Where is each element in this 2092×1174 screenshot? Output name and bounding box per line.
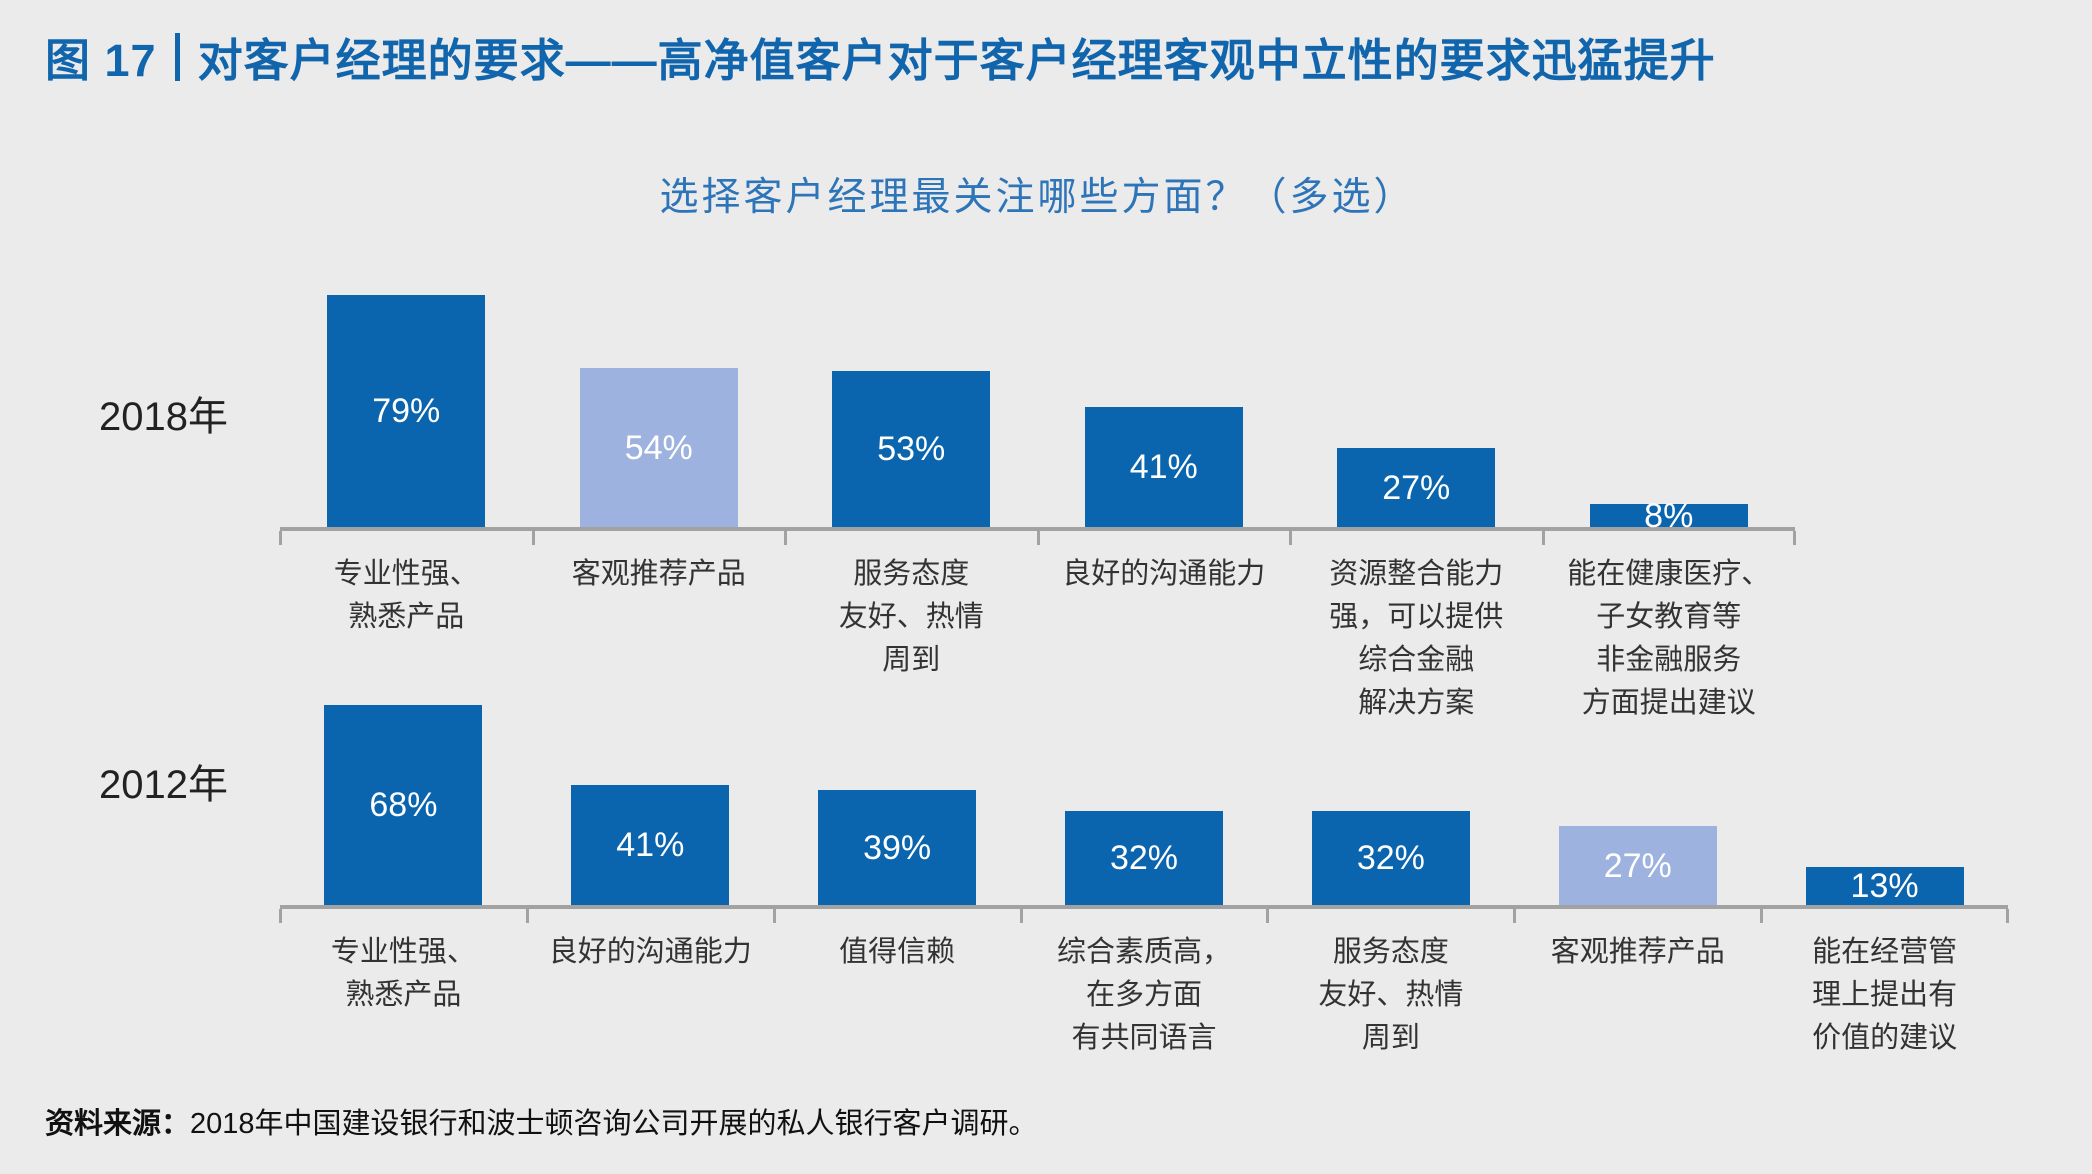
bar: 68%: [324, 705, 483, 905]
category-label: 客观推荐产品: [1550, 936, 1725, 968]
bar: 41%: [1084, 407, 1243, 527]
bar: 53%: [832, 371, 991, 527]
category-label: 能在健康医疗、 子女教育等 非金融服务 方面提出建议: [1567, 558, 1771, 719]
bar-value-label: 41%: [1129, 448, 1198, 486]
category-slot: 41% 良好的沟通能力: [1036, 291, 1291, 590]
category-label: 资源整合能力 强，可以提供 综合金融 解决方案: [1329, 558, 1504, 719]
bar-value-label: 39%: [863, 828, 932, 867]
category-slot: 13% 能在经营管 理上提出有 价值的建议: [1760, 669, 2008, 1054]
bar-row-2018: 79% 专业性强、 熟悉产品 54% 客观推荐产品 53% 服务态度 友好、热情…: [279, 291, 1796, 719]
source-text: 2018年中国建设银行和波士顿咨询公司开展的私人银行客户调研。: [190, 1108, 1038, 1140]
category-slot: 32% 综合素质高， 在多方面 有共同语言: [1019, 669, 1268, 1054]
bar-value-label: 27%: [1603, 846, 1672, 885]
bar: 27%: [1558, 826, 1717, 905]
figure-title-text: 对客户经理的要求——高净值客户对于客户经理客观中立性的要求迅猛提升: [197, 35, 1716, 86]
bar: 13%: [1805, 867, 1964, 905]
bar: 41%: [571, 785, 730, 905]
category-label: 良好的沟通能力: [548, 936, 752, 968]
category-label: 良好的沟通能力: [1062, 558, 1266, 590]
category-slot: 39% 值得信赖: [772, 669, 1021, 968]
bar: 39%: [818, 790, 977, 905]
category-slot: 68% 专业性强、 熟悉产品: [279, 669, 527, 1011]
category-label: 专业性强、 熟悉产品: [330, 936, 476, 1011]
title-divider: [174, 32, 180, 81]
category-label: 服务态度 友好、热情 周到: [1318, 936, 1464, 1054]
source-label: 资料来源：: [45, 1108, 191, 1140]
bar: 27%: [1337, 448, 1496, 527]
chart-question: 选择客户经理最关注哪些方面？（多选）: [659, 176, 1416, 219]
category-slot: 27% 客观推荐产品: [1513, 669, 1761, 968]
category-label: 综合素质高， 在多方面 有共同语言: [1057, 936, 1232, 1054]
category-label: 专业性强、 熟悉产品: [333, 558, 479, 633]
bar-value-label: 32%: [1356, 839, 1425, 877]
bar-value-label: 8%: [1644, 496, 1694, 535]
bar-row-2012: 68% 专业性强、 熟悉产品 41% 良好的沟通能力 39% 值得信赖 32% …: [279, 669, 2009, 1054]
category-slot: 41% 良好的沟通能力: [525, 669, 774, 968]
category-label: 客观推荐产品: [571, 558, 746, 590]
category-label: 能在经营管 理上提出有 价值的建议: [1812, 936, 1958, 1054]
category-slot: 27% 资源整合能力 强，可以提供 综合金融 解决方案: [1289, 291, 1543, 719]
category-slot: 79% 专业性强、 熟悉产品: [279, 291, 533, 633]
series-label-2012: 2012年: [99, 763, 228, 807]
bar-value-label: 13%: [1850, 867, 1919, 905]
bar: 8%: [1589, 499, 1748, 533]
series-label-2018: 2018年: [99, 395, 228, 439]
category-slot: 32% 服务态度 友好、热情 周到: [1266, 669, 1514, 1054]
source-note: 资料来源：2018年中国建设银行和波士顿咨询公司开展的私人银行客户调研。: [45, 1100, 1038, 1142]
bar-value-label: 68%: [369, 786, 438, 824]
category-label: 值得信赖: [839, 936, 956, 968]
bar-value-label: 32%: [1109, 839, 1179, 877]
category-slot: 53% 服务态度 友好、热情 周到: [784, 291, 1038, 676]
bar-value-label: 41%: [616, 826, 685, 864]
category-label: 服务态度 友好、热情 周到: [838, 558, 984, 676]
figure-number: 图 17: [45, 35, 157, 86]
bar: 79%: [327, 295, 486, 527]
bar: 54%: [579, 368, 738, 527]
bar-value-label: 53%: [877, 430, 946, 468]
bar: 32%: [1311, 811, 1470, 905]
bar-value-label: 79%: [372, 392, 441, 430]
bar-value-label: 27%: [1382, 468, 1451, 507]
bar-value-label: 54%: [624, 428, 693, 467]
category-slot: 8% 能在健康医疗、 子女教育等 非金融服务 方面提出建议: [1541, 291, 1796, 719]
figure-title: 图 17 对客户经理的要求——高净值客户对于客户经理客观中立性的要求迅猛提升: [45, 24, 1716, 89]
category-slot: 54% 客观推荐产品: [531, 291, 786, 590]
bar: 32%: [1065, 811, 1223, 905]
